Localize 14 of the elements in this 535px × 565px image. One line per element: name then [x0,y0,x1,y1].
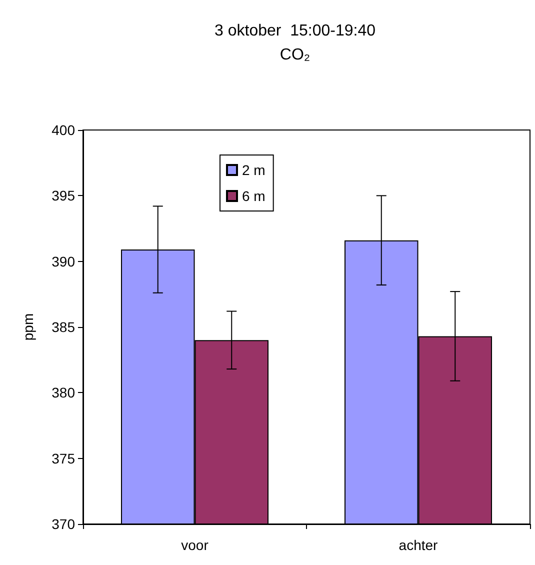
y-tick-label: 380 [52,384,76,401]
y-axis-title: ppm [20,313,36,341]
x-tick-label: voor [181,537,209,553]
x-tick-label: achter [398,537,438,553]
y-tick-label: 370 [52,516,76,532]
legend-label: 6 m [242,188,266,204]
y-tick-label: 375 [52,450,76,466]
y-tick-label: 385 [52,319,76,335]
y-tick-label: 400 [52,122,76,138]
chart-title: 3 oktober 15:00-19:40 [214,22,376,40]
legend-label: 2 m [242,162,266,178]
y-tick-label: 395 [52,188,76,204]
chart-subtitle: CO₂ [280,46,310,64]
y-tick-label: 390 [52,253,76,270]
